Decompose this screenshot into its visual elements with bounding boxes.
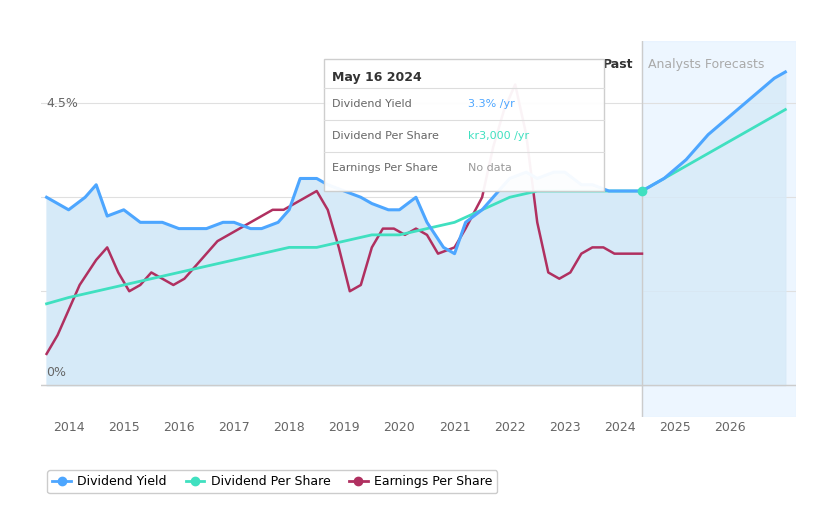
Text: Dividend Yield: Dividend Yield bbox=[332, 99, 411, 109]
Text: Dividend Per Share: Dividend Per Share bbox=[332, 131, 438, 141]
Bar bbox=[642, 41, 796, 417]
Text: 4.5%: 4.5% bbox=[47, 97, 79, 110]
FancyBboxPatch shape bbox=[324, 59, 603, 191]
Text: 3.3% /yr: 3.3% /yr bbox=[468, 99, 515, 109]
Text: May 16 2024: May 16 2024 bbox=[332, 71, 422, 84]
Text: 0%: 0% bbox=[47, 366, 67, 379]
Legend: Dividend Yield, Dividend Per Share, Earnings Per Share: Dividend Yield, Dividend Per Share, Earn… bbox=[48, 470, 498, 493]
Text: kr3,000 /yr: kr3,000 /yr bbox=[468, 131, 529, 141]
Text: Past: Past bbox=[603, 58, 634, 71]
Text: No data: No data bbox=[468, 163, 511, 173]
Text: Earnings Per Share: Earnings Per Share bbox=[332, 163, 438, 173]
Text: Analysts Forecasts: Analysts Forecasts bbox=[648, 58, 764, 71]
